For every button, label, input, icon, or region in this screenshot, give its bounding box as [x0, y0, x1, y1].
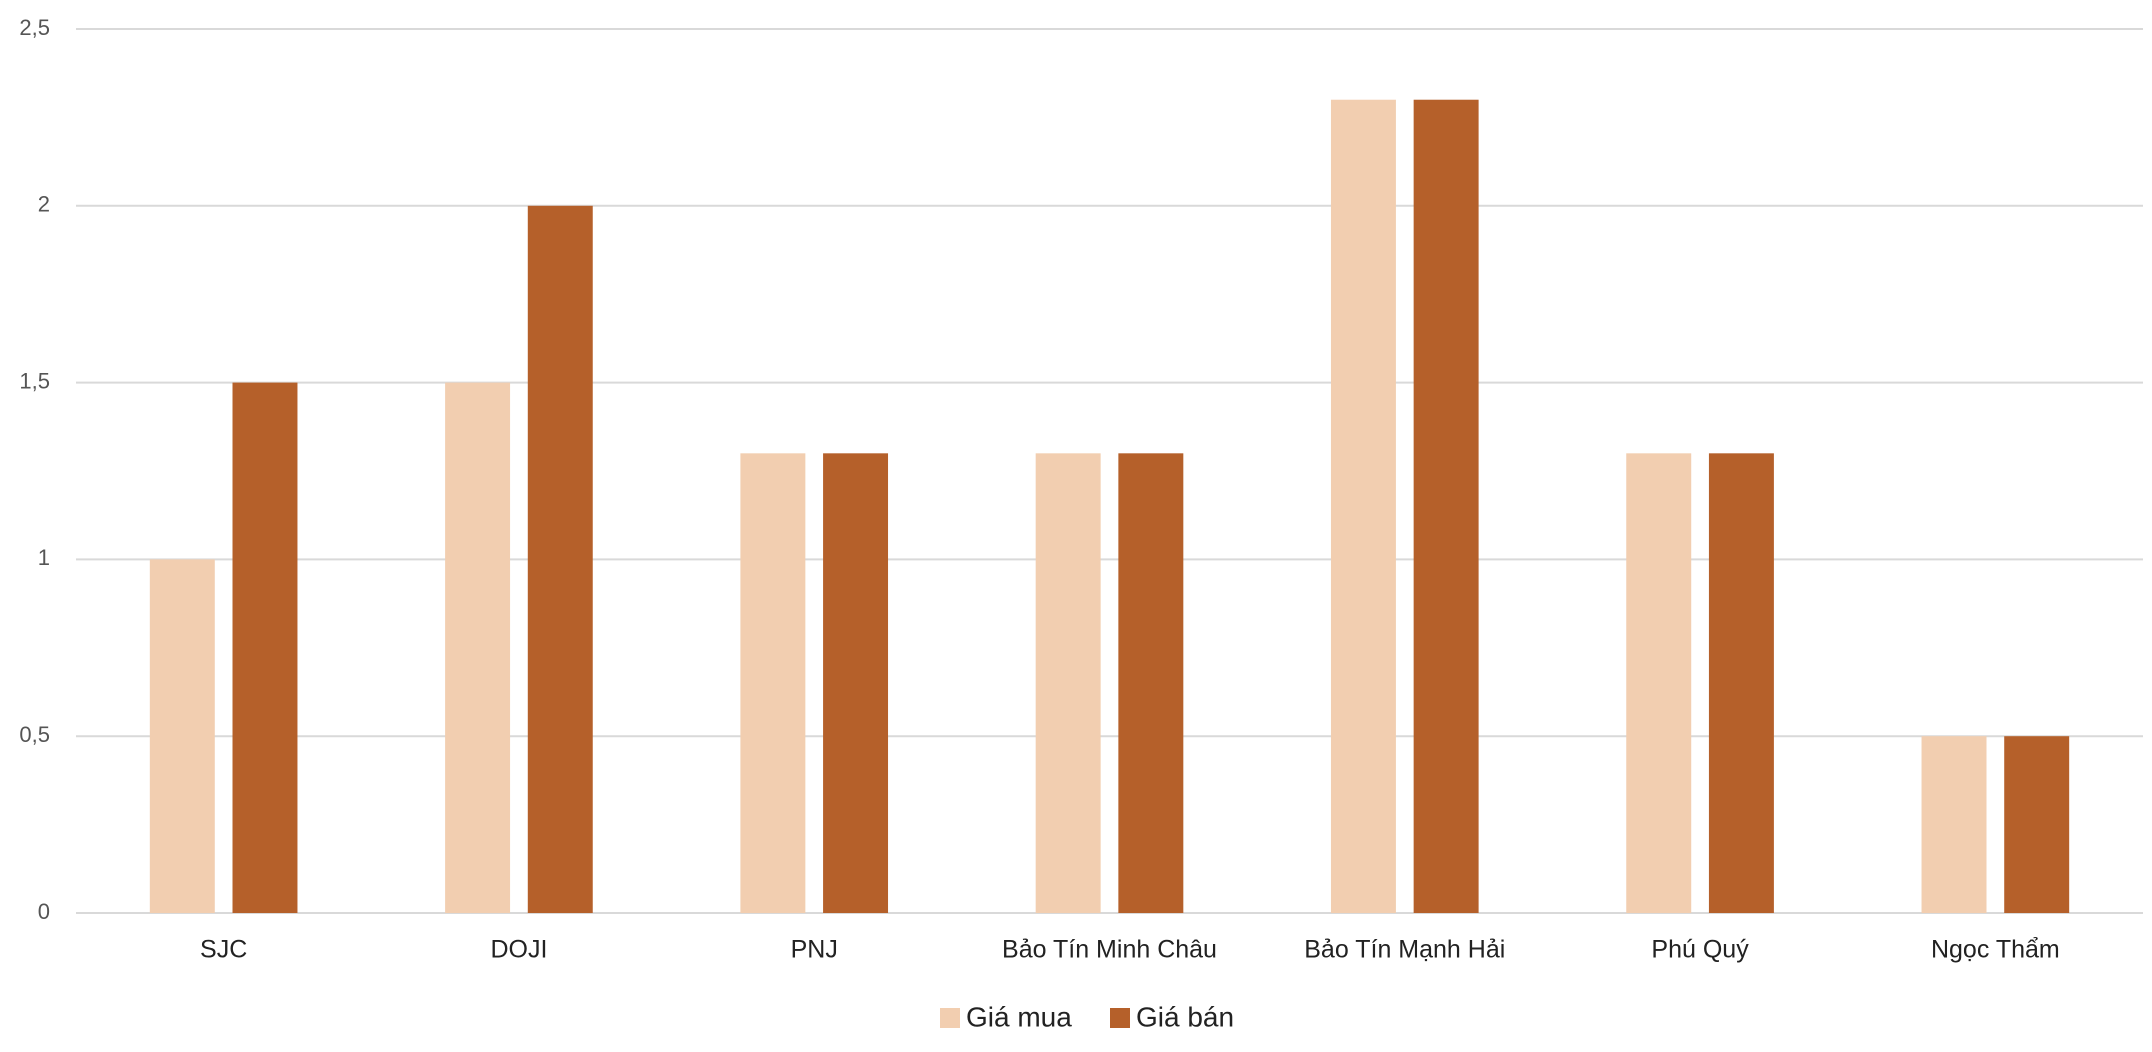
y-tick-label: 0,5	[19, 722, 50, 747]
bar	[1413, 99, 1479, 914]
x-tick-label: PNJ	[791, 936, 838, 964]
legend-label: Giá bán	[1136, 1001, 1234, 1032]
bar	[1921, 736, 1987, 913]
x-tick-label: DOJI	[490, 936, 547, 964]
bar	[1708, 453, 1774, 913]
y-tick-label: 1,5	[19, 368, 50, 393]
bar	[232, 382, 298, 914]
bar	[1035, 453, 1101, 913]
x-tick-label: SJC	[200, 936, 247, 964]
bar	[527, 205, 593, 914]
x-tick-label: Bảo Tín Minh Châu	[1002, 936, 1217, 964]
y-tick-label: 2,5	[19, 15, 50, 40]
bar	[149, 559, 215, 913]
legend-swatch	[1110, 1008, 1130, 1028]
bar	[1118, 453, 1184, 913]
bar	[2004, 736, 2070, 913]
legend-label: Giá mua	[966, 1001, 1072, 1032]
bar	[740, 453, 806, 913]
y-tick-label: 0	[38, 899, 50, 924]
x-tick-label: Ngọc Thẩm	[1931, 936, 2060, 964]
bar	[1330, 99, 1396, 914]
y-tick-label: 2	[38, 192, 50, 217]
y-tick-label: 1	[38, 545, 50, 570]
bar	[1626, 453, 1692, 913]
x-tick-label: Bảo Tín Mạnh Hải	[1304, 936, 1505, 964]
legend-swatch	[940, 1008, 960, 1028]
bar	[823, 453, 889, 913]
bar	[445, 382, 511, 914]
x-tick-label: Phú Quý	[1651, 936, 1749, 964]
